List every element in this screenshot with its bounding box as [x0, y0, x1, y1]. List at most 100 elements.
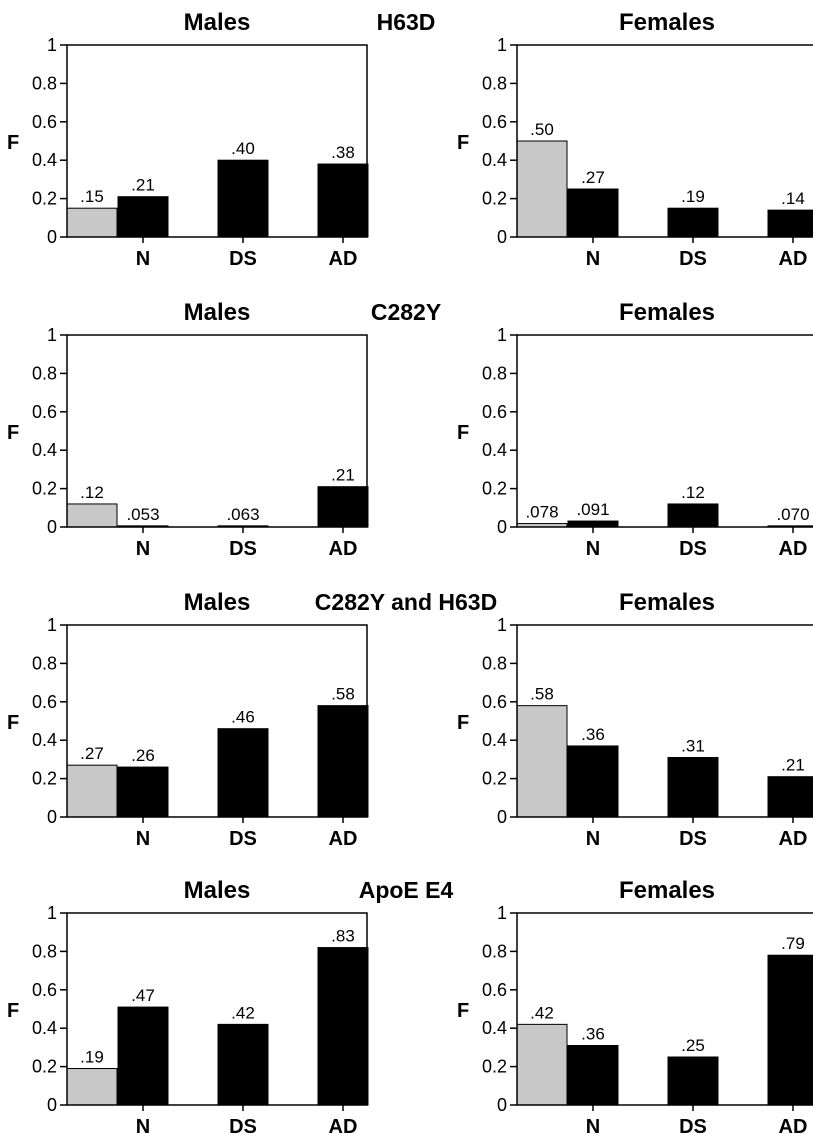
bar-control-n	[516, 1023, 568, 1106]
y-tick-label: 0.8	[482, 363, 507, 383]
gene-title: C282Y	[371, 299, 441, 325]
panel-c282y-females: Females F 0 0.2 0.4 0.6 0.8 1 .078 .091 .12 .070 N DS…	[457, 299, 813, 560]
bar-n-label: .36	[581, 725, 605, 744]
y-tick-label: 1	[497, 615, 507, 635]
bar-control-n	[516, 705, 568, 818]
category-label-ds: DS	[679, 248, 707, 270]
bar-ad	[317, 705, 369, 818]
category-label-ad: AD	[329, 828, 358, 850]
bar-control-n	[66, 207, 118, 238]
category-label-ds: DS	[229, 1116, 257, 1134]
y-tick-label: 0.6	[482, 980, 507, 1000]
plot-frame	[66, 334, 368, 528]
bar-ad-label: .79	[781, 934, 805, 953]
y-axis-label: F	[7, 132, 19, 154]
bar-ad-label: .21	[781, 756, 805, 775]
panel-title: Males	[184, 299, 251, 326]
bar-ds	[217, 1023, 269, 1106]
bar-control-n	[66, 764, 118, 818]
bar-ds-label: .42	[231, 1003, 255, 1022]
y-tick-label: 0.6	[482, 692, 507, 712]
bar-ds	[667, 1056, 719, 1106]
y-tick-label: 1	[47, 903, 57, 923]
category-label-ad: AD	[779, 538, 808, 560]
bar-n	[567, 188, 619, 238]
plot-frame	[66, 624, 368, 818]
panel-title: Males	[184, 9, 251, 36]
bar-ad	[767, 776, 813, 818]
y-tick-label: 0.8	[482, 941, 507, 961]
panel-h63d-females: Females F 0 0.2 0.4 0.6 0.8 1 .50 .27 .19 .14 N DS AD	[457, 9, 813, 270]
category-label-ds: DS	[679, 538, 707, 560]
y-axis-label: F	[7, 422, 19, 444]
gene-title: H63D	[377, 9, 436, 35]
y-tick-label: 0.8	[482, 653, 507, 673]
y-tick-label: 0.4	[32, 1018, 57, 1038]
bar-ds-label: .31	[681, 736, 705, 755]
bar-n	[567, 520, 619, 528]
bar-control-n-label: .078	[525, 503, 558, 522]
bar-ds	[667, 503, 719, 528]
bar-ad	[317, 163, 369, 238]
y-tick-label: 0.6	[482, 112, 507, 132]
category-label-ad: AD	[779, 248, 808, 270]
y-tick-label: 0.8	[482, 73, 507, 93]
panel-c282y-males: Males F 0 0.2 0.4 0.6 0.8 1 .12 .053 .063 .21 N DS AD	[7, 299, 369, 560]
gene-title: ApoE E4	[359, 877, 454, 903]
y-tick-label: 1	[47, 615, 57, 635]
y-axis-label: F	[7, 712, 19, 734]
bar-ds-label: .46	[231, 708, 255, 727]
bar-ad	[317, 486, 369, 528]
y-tick-label: 0.4	[32, 730, 57, 750]
category-label-n: N	[586, 1116, 600, 1134]
y-tick-label: 0.6	[32, 112, 57, 132]
y-tick-label: 0.4	[32, 440, 57, 460]
category-label-ad: AD	[779, 1116, 808, 1134]
category-label-ad: AD	[329, 1116, 358, 1134]
y-tick-label: 0.4	[482, 440, 507, 460]
category-label-ds: DS	[229, 828, 257, 850]
category-label-ds: DS	[229, 248, 257, 270]
bar-n	[117, 1006, 169, 1106]
y-tick-label: 0.6	[482, 402, 507, 422]
y-axis-label: F	[7, 1000, 19, 1022]
panel-c282y-and-h63d-females: Females F 0 0.2 0.4 0.6 0.8 1 .58 .36 .31 .21 N DS AD	[457, 589, 813, 850]
y-tick-label: 0.8	[32, 73, 57, 93]
y-tick-label: 0.6	[32, 980, 57, 1000]
y-tick-label: 0.2	[32, 479, 57, 499]
y-tick-label: 0.2	[32, 769, 57, 789]
plot-frame	[516, 44, 813, 238]
category-label-n: N	[136, 1116, 150, 1134]
y-tick-label: 0	[497, 227, 507, 247]
bar-control-n-label: .15	[80, 187, 104, 206]
y-tick-label: 1	[497, 35, 507, 55]
bar-ad-label: .070	[776, 505, 809, 524]
panel-apoe-e4-males: Males F 0 0.2 0.4 0.6 0.8 1 .19 .47 .42 .83 N DS AD	[7, 877, 369, 1134]
y-axis-label: F	[457, 712, 469, 734]
y-tick-label: 0.4	[32, 150, 57, 170]
bar-control-n	[66, 1068, 118, 1106]
bar-n	[117, 766, 169, 818]
bar-ad	[317, 947, 369, 1106]
bar-n	[567, 1044, 619, 1106]
bar-ad-label: .58	[331, 685, 355, 704]
panel-title: Females	[619, 299, 715, 326]
panel-title: Females	[619, 877, 715, 904]
y-axis-label: F	[457, 1000, 469, 1022]
bar-control-n-label: .50	[530, 120, 554, 139]
bar-control-n-label: .12	[80, 483, 104, 502]
bar-control-n-label: .27	[80, 744, 104, 763]
bar-control-n	[516, 140, 568, 238]
bar-ad-label: .83	[331, 927, 355, 946]
plot-frame	[516, 624, 813, 818]
bar-ds-label: .25	[681, 1036, 705, 1055]
bar-ad	[767, 954, 813, 1106]
bar-ds-label: .12	[681, 483, 705, 502]
bar-ds	[667, 756, 719, 818]
category-label-n: N	[136, 828, 150, 850]
y-tick-label: 0	[497, 1095, 507, 1115]
y-tick-label: 0.2	[482, 1057, 507, 1077]
bar-control-n	[66, 503, 118, 528]
y-tick-label: 0.2	[482, 479, 507, 499]
